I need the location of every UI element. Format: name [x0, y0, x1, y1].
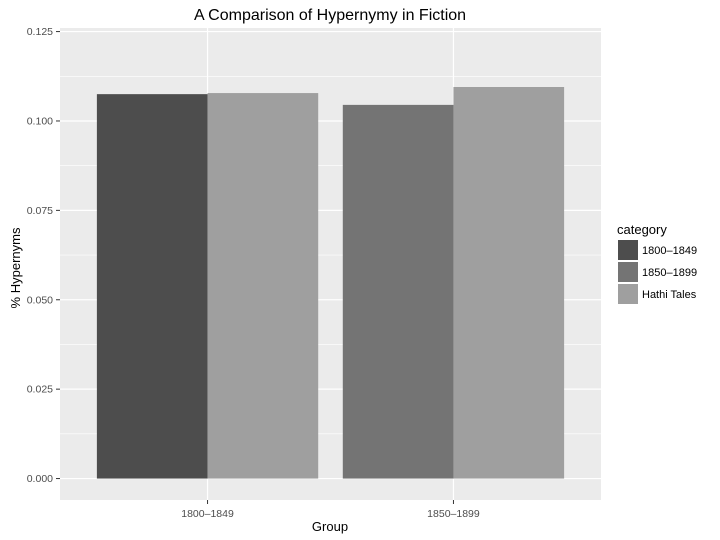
bar	[453, 87, 565, 479]
legend-label: Hathi Tales	[642, 289, 697, 301]
y-tick-label: 0.075	[27, 205, 53, 217]
legend-label: 1850–1899	[642, 267, 697, 279]
x-axis: 1800–1849 1850–1899	[181, 500, 480, 520]
legend-label: 1800–1849	[642, 245, 697, 257]
x-tick-label: 1850–1899	[427, 508, 480, 520]
legend-swatch	[618, 262, 638, 282]
legend-swatch	[618, 240, 638, 260]
y-tick-label: 0.050	[27, 294, 53, 306]
bar	[96, 94, 208, 479]
bar	[207, 93, 319, 479]
legend: category 1800–1849 1850–1899 Hathi Tales	[617, 222, 697, 304]
y-tick-label: 0.100	[27, 115, 53, 127]
y-axis-title: % Hypernyms	[8, 227, 23, 308]
chart-title: A Comparison of Hypernymy in Fiction	[194, 7, 466, 24]
y-tick-label: 0.000	[27, 473, 53, 485]
bar	[342, 104, 454, 479]
x-axis-title: Group	[312, 519, 348, 534]
bars	[96, 87, 565, 479]
y-tick-label: 0.025	[27, 384, 53, 396]
x-tick-label: 1800–1849	[181, 508, 234, 520]
legend-title: category	[617, 222, 667, 237]
y-axis: 0.000 0.025 0.050 0.075 0.100 0.125	[27, 26, 60, 485]
legend-swatch	[618, 284, 638, 304]
y-tick-label: 0.125	[27, 26, 53, 38]
